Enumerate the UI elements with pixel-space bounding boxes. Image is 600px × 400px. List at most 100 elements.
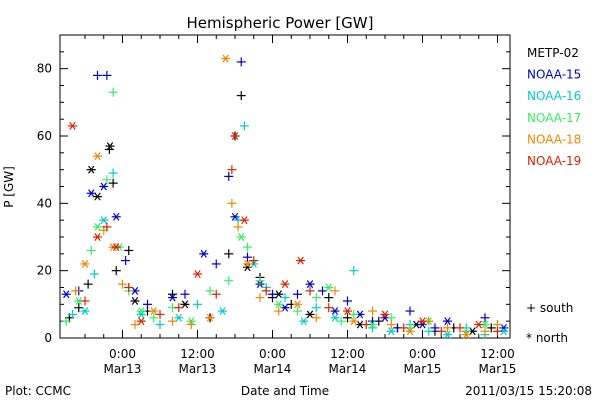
legend-entry: METP-02 (527, 46, 579, 60)
south-marker (102, 175, 112, 185)
north-marker (330, 307, 340, 316)
series-noaa-17 (61, 87, 490, 336)
south-marker (224, 171, 234, 181)
south-marker (149, 313, 159, 323)
south-marker (233, 222, 243, 232)
north-marker (405, 327, 415, 336)
north-marker (149, 307, 159, 316)
north-marker (130, 297, 140, 305)
x-tick-date-label: Mar15 (479, 362, 517, 376)
south-marker (180, 289, 190, 299)
south-marker (293, 289, 302, 299)
south-marker (368, 306, 377, 316)
x-tick-time-label: 12:00 (330, 347, 365, 361)
south-marker (311, 293, 321, 303)
north-marker (199, 249, 209, 258)
south-marker (80, 296, 90, 306)
north-marker (111, 243, 121, 252)
south-marker (108, 178, 118, 188)
x-tick-time-label: 0:00 (259, 347, 286, 361)
north-marker (93, 152, 102, 161)
south-marker (236, 91, 246, 101)
x-tick-date-label: Mar14 (254, 362, 292, 376)
south-marker (436, 326, 446, 336)
north-marker (93, 233, 102, 241)
plot-frame (59, 34, 511, 339)
south-marker (211, 289, 221, 299)
south-marker (280, 293, 290, 303)
north-marker (136, 317, 146, 326)
north-marker (280, 303, 290, 312)
south-marker (480, 326, 490, 336)
south-marker (255, 276, 265, 286)
north-marker (230, 132, 240, 140)
south-marker (324, 293, 334, 303)
south-marker (211, 259, 221, 269)
south-marker (324, 303, 334, 313)
north-marker (305, 280, 315, 289)
north-marker (330, 313, 340, 322)
south-marker (74, 303, 84, 313)
south-marker (361, 320, 371, 330)
legend-entry: NOAA-17 (527, 111, 581, 125)
north-marker (386, 327, 396, 336)
chart-title: Hemispheric Power [GW] (187, 14, 374, 32)
south-marker (255, 293, 265, 303)
north-marker (68, 121, 77, 130)
north-marker (380, 310, 390, 319)
south-marker (86, 245, 96, 255)
south-marker (349, 309, 359, 319)
north-marker (105, 142, 115, 151)
north-marker (180, 300, 190, 309)
north-marker (274, 300, 284, 309)
north-marker (99, 182, 109, 191)
timestamp-label: 2011/03/15 15:20:08 (465, 384, 592, 398)
legend: METP-02 NOAA-15 NOAA-16 NOAA-17 NOAA-18 NOAA-… (527, 46, 581, 168)
south-marker (430, 323, 440, 333)
y-axis-label: P [GW] (2, 166, 16, 208)
south-marker (349, 266, 359, 276)
south-marker (124, 283, 134, 292)
south-marker (243, 252, 252, 262)
south-marker (143, 299, 152, 309)
south-marker (186, 320, 196, 330)
south-marker (311, 313, 321, 323)
south-marker (386, 320, 396, 330)
north-marker (343, 307, 352, 316)
y-tick-label: 80 (37, 62, 52, 76)
south-marker (239, 121, 249, 131)
y-tick-label: 60 (37, 129, 52, 143)
south-marker (111, 266, 121, 276)
south-marker (424, 326, 434, 336)
south-marker (236, 57, 246, 67)
north-marker (93, 192, 102, 201)
south-marker (318, 286, 327, 296)
x-tick-date-label: Mar14 (329, 362, 367, 376)
plot-source-label: Plot: CCMC (5, 384, 71, 398)
south-marker (71, 286, 81, 296)
x-tick-date-label: Mar13 (179, 362, 217, 376)
south-marker (193, 299, 202, 309)
north-marker (443, 330, 452, 339)
y-tick-label: 40 (37, 196, 52, 210)
marker-legend-entry: * north (526, 331, 568, 345)
south-marker (343, 296, 352, 306)
north-marker (136, 307, 146, 316)
south-marker (168, 316, 177, 326)
south-marker (443, 323, 452, 333)
south-marker (486, 323, 496, 333)
south-marker (124, 245, 134, 255)
south-marker (274, 306, 284, 316)
legend-entry: NOAA-18 (527, 132, 581, 146)
legend-entry: NOAA-16 (527, 89, 581, 103)
south-marker (261, 286, 271, 296)
series-noaa-16 (68, 121, 509, 340)
north-marker (221, 54, 231, 63)
north-marker (80, 259, 90, 268)
x-tick-time-label: 12:00 (480, 347, 515, 361)
north-marker (80, 307, 90, 316)
south-marker (293, 306, 302, 316)
south-marker (61, 316, 71, 326)
x-tick-date-label: Mar15 (404, 362, 442, 376)
